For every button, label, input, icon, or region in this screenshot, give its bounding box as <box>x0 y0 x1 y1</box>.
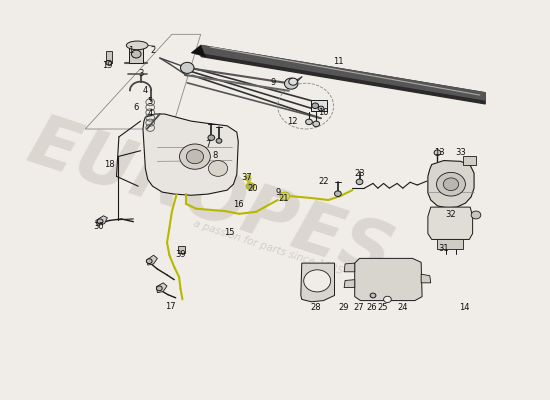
Text: 21: 21 <box>278 194 289 202</box>
Text: 4: 4 <box>147 109 153 118</box>
Bar <box>106 51 112 63</box>
Polygon shape <box>245 174 251 184</box>
Circle shape <box>186 150 204 164</box>
Text: 37: 37 <box>241 173 252 182</box>
Circle shape <box>131 50 141 58</box>
Bar <box>437 240 463 249</box>
Circle shape <box>280 192 290 200</box>
Text: 31: 31 <box>438 244 449 253</box>
Bar <box>311 100 327 111</box>
Ellipse shape <box>126 41 148 50</box>
Text: a passion for parts since 1985: a passion for parts since 1985 <box>192 218 344 276</box>
Text: 13: 13 <box>433 148 444 157</box>
Text: 33: 33 <box>455 148 466 157</box>
Text: 6: 6 <box>133 103 139 112</box>
Circle shape <box>208 160 228 176</box>
Polygon shape <box>428 160 474 208</box>
Polygon shape <box>428 207 472 240</box>
Text: 20: 20 <box>248 184 258 193</box>
Polygon shape <box>147 255 157 265</box>
Circle shape <box>289 78 298 85</box>
Polygon shape <box>156 283 167 293</box>
Text: 26: 26 <box>366 303 377 312</box>
Text: 16: 16 <box>233 200 244 209</box>
Text: 11: 11 <box>333 58 343 66</box>
Text: 7: 7 <box>205 140 211 149</box>
Text: 29: 29 <box>339 303 349 312</box>
Text: 24: 24 <box>398 303 408 312</box>
Circle shape <box>156 286 162 291</box>
Polygon shape <box>355 258 422 300</box>
Circle shape <box>313 121 320 127</box>
Text: 17: 17 <box>166 302 176 311</box>
Text: 15: 15 <box>224 228 235 237</box>
Polygon shape <box>301 263 334 302</box>
Text: 18: 18 <box>104 160 114 169</box>
Polygon shape <box>143 114 238 195</box>
Circle shape <box>179 144 210 169</box>
Circle shape <box>434 150 441 156</box>
Text: 19: 19 <box>102 61 112 70</box>
Text: 8: 8 <box>212 151 218 160</box>
Text: 30: 30 <box>94 222 104 231</box>
Circle shape <box>216 138 222 143</box>
Circle shape <box>383 296 391 302</box>
Circle shape <box>471 211 481 219</box>
Text: 27: 27 <box>353 303 364 312</box>
Text: 5: 5 <box>147 97 153 106</box>
Circle shape <box>443 178 459 190</box>
Circle shape <box>318 106 324 111</box>
Circle shape <box>304 270 331 292</box>
Text: 2: 2 <box>150 46 155 55</box>
Text: 9: 9 <box>275 188 280 198</box>
Circle shape <box>370 293 376 298</box>
Text: 9: 9 <box>270 78 276 87</box>
Circle shape <box>334 191 341 196</box>
Circle shape <box>437 172 465 196</box>
Circle shape <box>306 119 312 125</box>
Polygon shape <box>344 280 355 288</box>
Polygon shape <box>191 45 206 57</box>
Text: 39: 39 <box>175 250 186 259</box>
Circle shape <box>246 183 255 190</box>
Circle shape <box>146 259 152 264</box>
Text: 1: 1 <box>128 46 134 55</box>
Text: 32: 32 <box>446 210 456 220</box>
Text: 25: 25 <box>377 303 388 312</box>
Text: 12: 12 <box>287 117 298 126</box>
Text: 4: 4 <box>143 86 148 95</box>
Polygon shape <box>96 216 107 226</box>
Bar <box>178 246 185 253</box>
Circle shape <box>208 135 214 140</box>
Circle shape <box>356 179 363 185</box>
Bar <box>129 45 143 63</box>
Text: 3: 3 <box>138 69 143 78</box>
Polygon shape <box>421 274 431 283</box>
Text: 23: 23 <box>354 169 365 178</box>
Bar <box>463 156 476 164</box>
Text: 14: 14 <box>459 303 470 312</box>
Polygon shape <box>344 263 355 272</box>
Circle shape <box>97 219 103 224</box>
Circle shape <box>106 60 112 65</box>
Text: 28: 28 <box>310 303 321 312</box>
Text: 22: 22 <box>318 176 329 186</box>
Text: 10: 10 <box>318 108 329 117</box>
Circle shape <box>284 78 298 89</box>
Text: EUROPES: EUROPES <box>19 108 402 292</box>
Circle shape <box>312 103 318 108</box>
Circle shape <box>180 62 194 73</box>
